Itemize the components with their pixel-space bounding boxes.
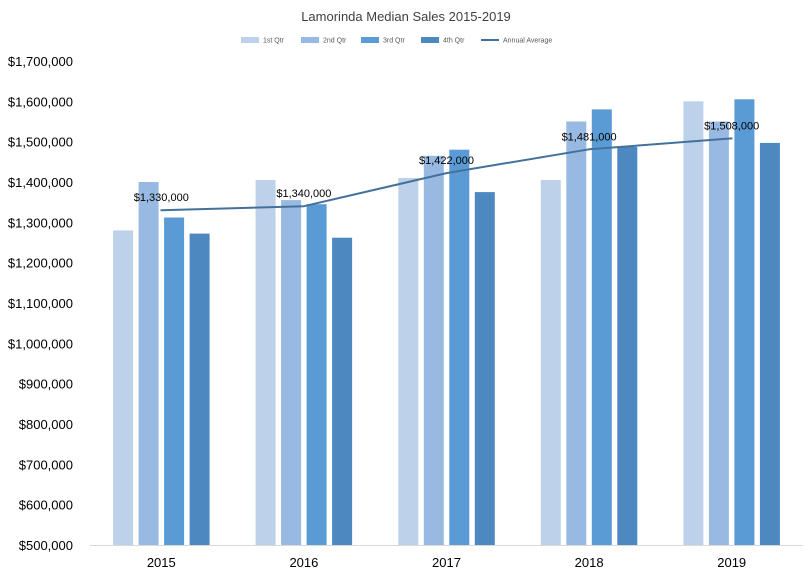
average-line-group: $1,330,000 $1,340,000 $1,422,000 $1,481,000… xyxy=(134,120,759,212)
average-data-label: $1,340,000 xyxy=(276,188,331,200)
legend-swatch xyxy=(241,37,259,43)
legend-item: 1st Qtr xyxy=(241,37,285,45)
y-axis: $500,000 $600,000 $700,000 $800,000 $900,000… xyxy=(8,54,73,553)
x-tick-label: 2018 xyxy=(575,555,604,570)
bar-4th-qtr-2018 xyxy=(617,146,638,545)
legend-item: 4th Qtr xyxy=(421,37,465,45)
bar-2nd-qtr-2016 xyxy=(281,200,302,545)
bar-2nd-qtr-2017 xyxy=(423,155,444,546)
y-tick-label: $1,300,000 xyxy=(8,215,73,230)
legend-swatch xyxy=(301,37,319,43)
bar-1st-qtr-2019 xyxy=(683,101,704,546)
chart-legend: 1st Qtr 2nd Qtr 3rd Qtr 4th Qtr Annual Avera… xyxy=(241,37,552,45)
annual-average-line xyxy=(160,137,733,212)
legend-label: 3rd Qtr xyxy=(383,38,405,45)
x-tick-label: 2015 xyxy=(147,555,176,570)
x-tick-label: 2019 xyxy=(717,555,746,570)
legend-item: 3rd Qtr xyxy=(361,37,405,45)
bar-4th-qtr-2016 xyxy=(332,237,353,545)
y-tick-label: $900,000 xyxy=(19,377,73,392)
bars-group xyxy=(113,99,780,546)
bar-4th-qtr-2015 xyxy=(189,233,210,545)
legend-swatch xyxy=(421,37,439,43)
legend-label: 4th Qtr xyxy=(443,38,465,45)
bar-2nd-qtr-2019 xyxy=(708,121,729,545)
bar-3rd-qtr-2018 xyxy=(591,109,612,546)
x-axis: 2015 2016 2017 2018 2019 xyxy=(90,545,803,570)
average-data-label: $1,508,000 xyxy=(704,120,759,132)
bar-2nd-qtr-2015 xyxy=(138,182,159,545)
bar-3rd-qtr-2019 xyxy=(734,99,755,546)
bar-1st-qtr-2015 xyxy=(113,230,134,545)
chart-title: Lamorinda Median Sales 2015-2019 xyxy=(301,9,511,24)
legend-label: 2nd Qtr xyxy=(323,38,347,45)
y-tick-label: $1,600,000 xyxy=(8,94,73,109)
bar-4th-qtr-2017 xyxy=(474,192,495,545)
bar-3rd-qtr-2017 xyxy=(449,149,470,545)
bar-1st-qtr-2016 xyxy=(255,180,276,545)
average-data-label: $1,422,000 xyxy=(419,155,474,167)
average-data-label: $1,330,000 xyxy=(134,192,189,204)
y-tick-label: $1,500,000 xyxy=(8,135,73,150)
legend-item: Annual Average xyxy=(481,38,552,45)
bar-3rd-qtr-2016 xyxy=(306,204,327,545)
legend-swatch xyxy=(361,37,379,43)
legend-label: Annual Average xyxy=(503,38,552,45)
legend-label: 1st Qtr xyxy=(263,38,285,45)
bar-2nd-qtr-2018 xyxy=(566,121,587,545)
y-tick-label: $1,100,000 xyxy=(8,296,73,311)
bar-4th-qtr-2019 xyxy=(759,142,780,545)
y-tick-label: $700,000 xyxy=(19,457,73,472)
bar-1st-qtr-2017 xyxy=(398,178,419,545)
legend-item: 2nd Qtr xyxy=(301,37,347,45)
y-tick-label: $1,400,000 xyxy=(8,175,73,190)
x-tick-label: 2016 xyxy=(289,555,318,570)
x-tick-label: 2017 xyxy=(432,555,461,570)
bar-1st-qtr-2018 xyxy=(540,180,561,545)
y-tick-label: $1,200,000 xyxy=(8,256,73,271)
y-tick-label: $1,000,000 xyxy=(8,336,73,351)
average-data-label: $1,481,000 xyxy=(562,131,617,143)
y-tick-label: $600,000 xyxy=(19,498,73,513)
y-tick-label: $800,000 xyxy=(19,417,73,432)
bar-3rd-qtr-2015 xyxy=(164,217,185,545)
y-tick-label: $1,700,000 xyxy=(8,54,73,69)
y-tick-label: $500,000 xyxy=(19,538,73,553)
